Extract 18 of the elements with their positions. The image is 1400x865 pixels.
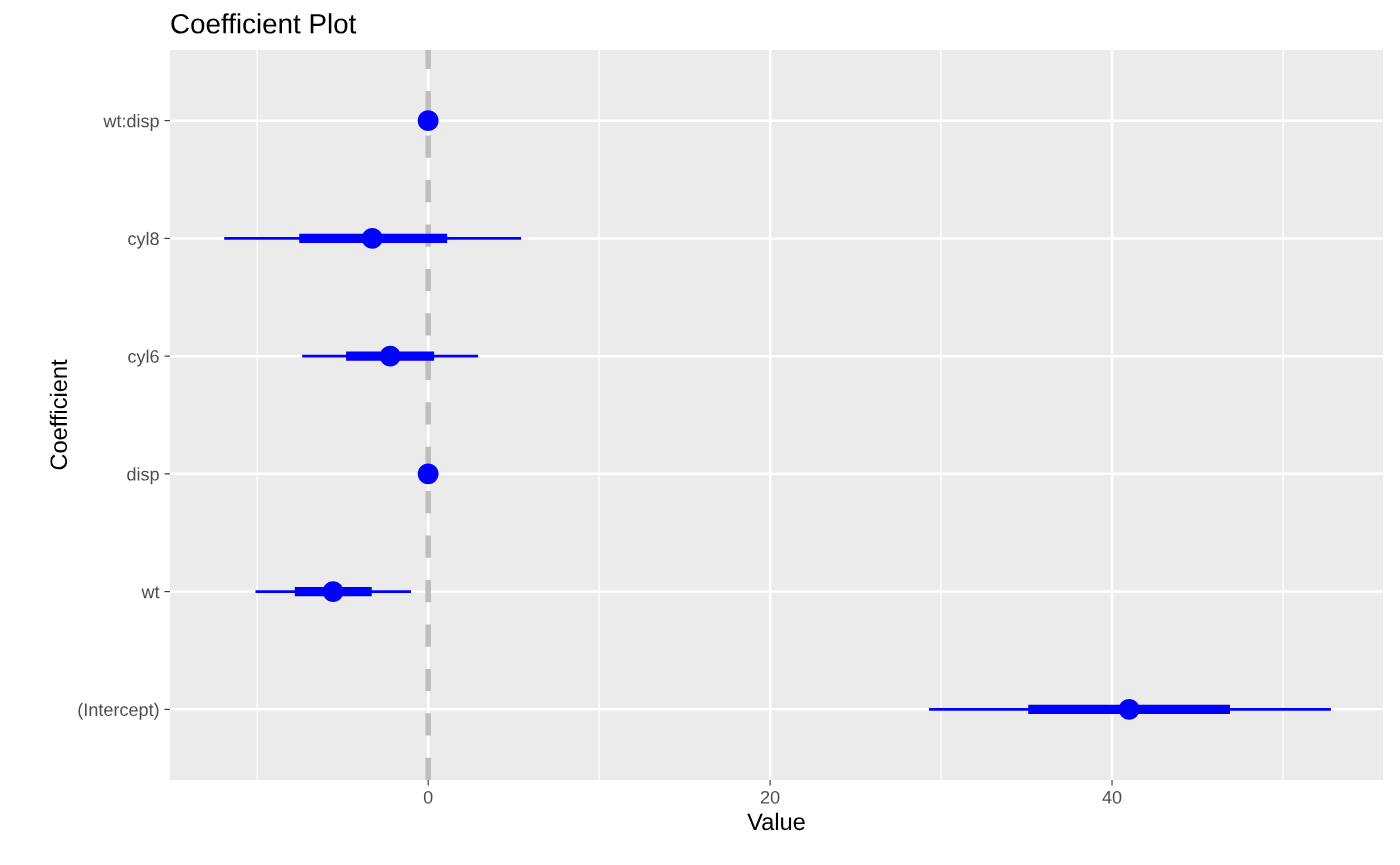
point — [322, 581, 344, 603]
chart-title: Coefficient Plot — [171, 13, 357, 34]
point — [417, 463, 439, 485]
y-tick-label: cyl6 — [128, 349, 159, 367]
point — [417, 110, 439, 132]
x-tick-label: 0 — [423, 790, 433, 804]
point — [1118, 698, 1140, 720]
y-tick-label: wt — [141, 586, 160, 599]
y-tick-label: wt:disp — [103, 114, 159, 131]
x-axis-title: Value — [747, 812, 805, 831]
y-axis-title: Coefficient — [49, 359, 68, 470]
x-tick-label: 20 — [760, 790, 780, 804]
y-tick-label: cyl8 — [128, 231, 159, 249]
y-tick-label: disp — [127, 467, 159, 485]
x-tick-label: 40 — [1102, 790, 1122, 804]
y-tick-label: (Intercept) — [78, 702, 159, 720]
point — [379, 345, 401, 367]
point — [361, 227, 383, 249]
